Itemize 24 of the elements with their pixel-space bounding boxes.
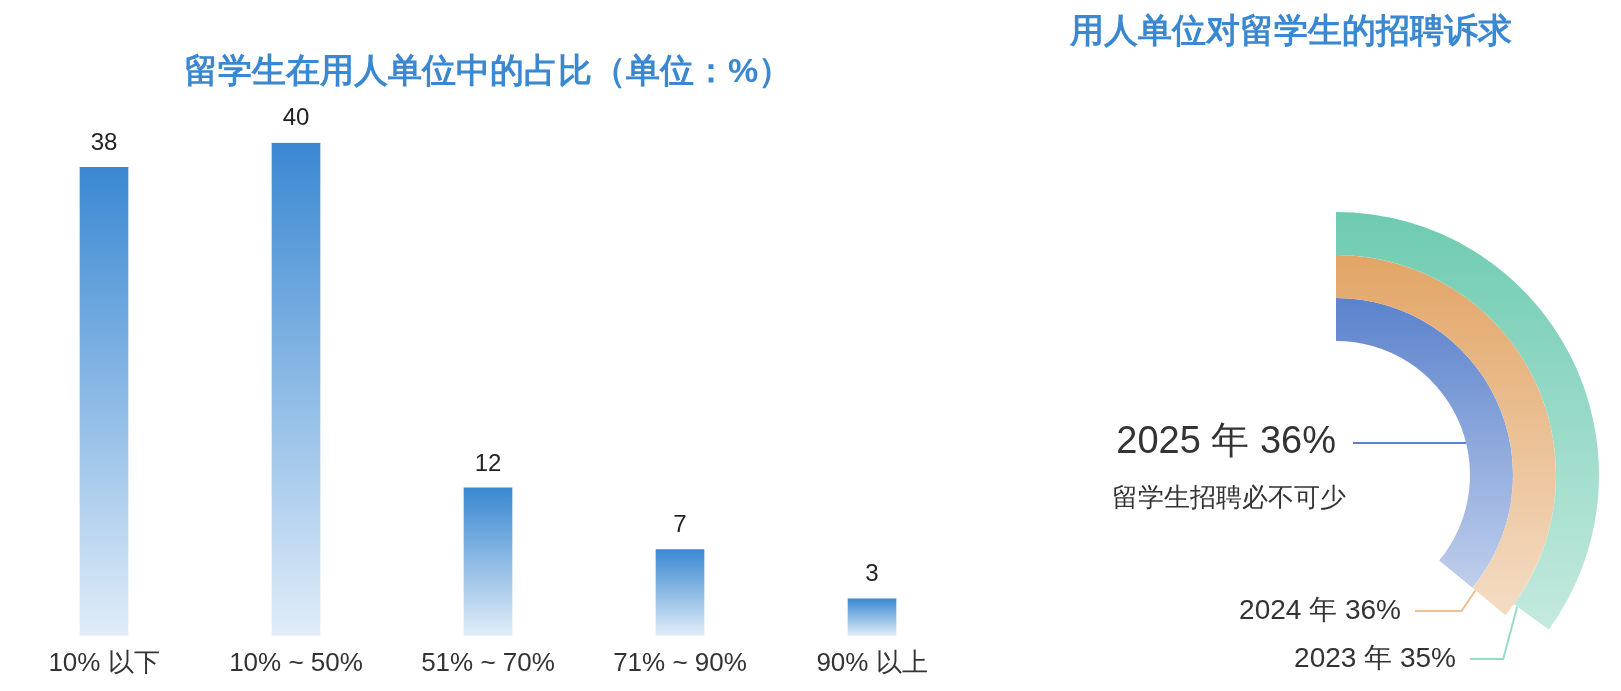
x-tick-label: 10% ~ 50% — [229, 646, 363, 677]
data-label: 7 — [673, 510, 687, 538]
x-tick-label: 90% 以上 — [816, 646, 928, 677]
data-label: 35% — [1399, 641, 1456, 673]
bar — [271, 142, 321, 636]
category-label: 2024 年 — [1239, 593, 1338, 625]
text: 用人单位对留学生的招聘诉求 — [1068, 10, 1512, 49]
category-label: 2025 年 — [1116, 419, 1250, 462]
text: 留学生招聘必不可少 — [1112, 482, 1346, 513]
bar — [463, 487, 513, 636]
x-tick-label: 10% 以下 — [48, 646, 160, 677]
data-label: 36% — [1259, 419, 1336, 462]
x-tick-label: 51% ~ 70% — [421, 646, 555, 677]
chart-title: 留学生在用人单位中的占比（单位：%） — [183, 50, 793, 89]
data-label: 12 — [474, 448, 502, 476]
data-label: 40 — [282, 103, 310, 131]
bar — [79, 167, 129, 636]
data-label: 3 — [865, 559, 879, 587]
category-label: 2023 年 — [1294, 641, 1393, 673]
x-tick-label: 71% ~ 90% — [613, 646, 747, 677]
bar — [655, 549, 705, 636]
bar — [847, 598, 897, 636]
data-label: 36% — [1344, 593, 1401, 625]
data-label: 38 — [90, 128, 118, 156]
